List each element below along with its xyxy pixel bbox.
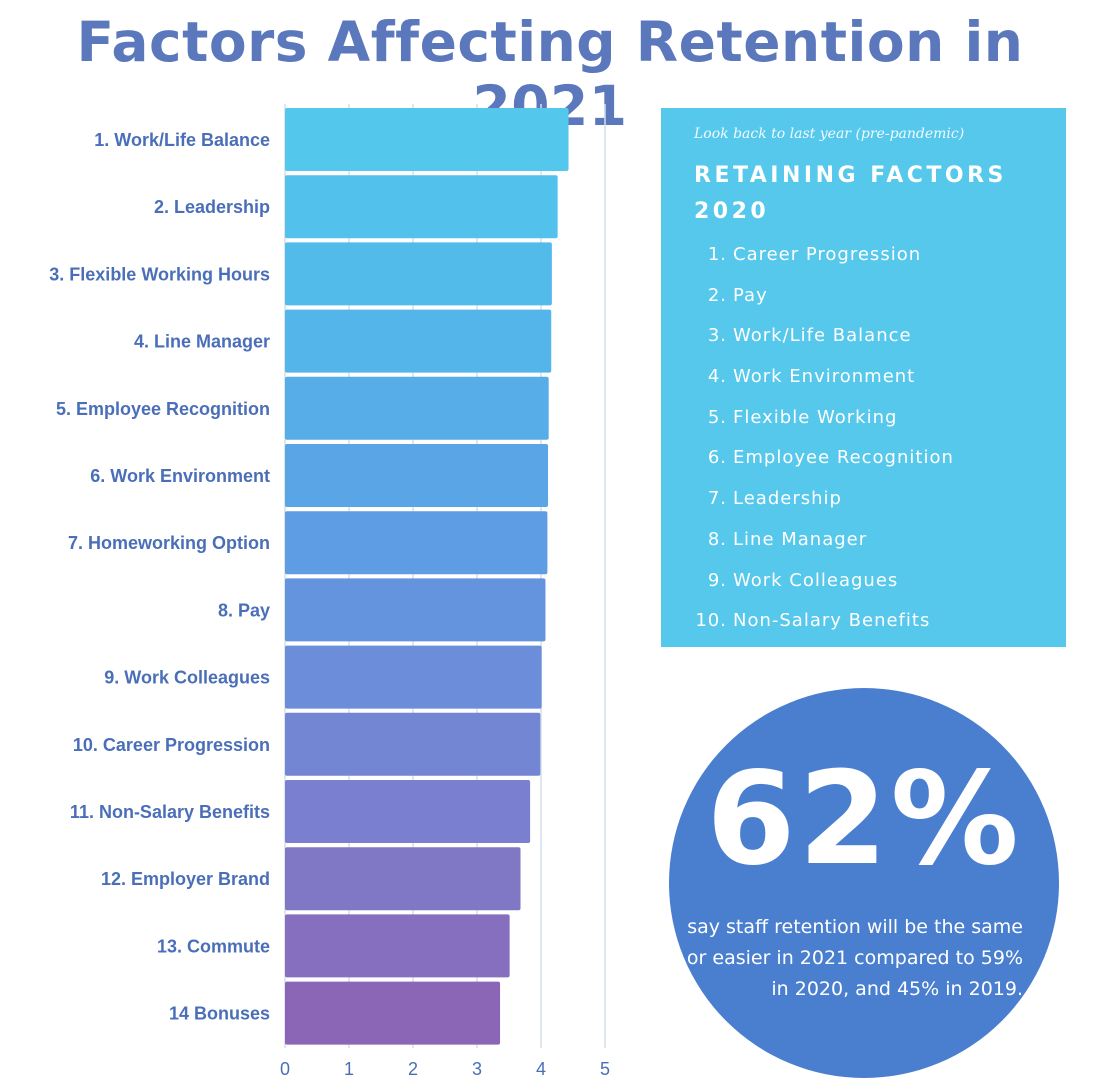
category-label: 12. Employer Brand: [101, 869, 270, 889]
stat-description: say staff retention will be the same or …: [686, 916, 1023, 1000]
retaining-factor-item: 3. Work/Life Balance: [694, 316, 954, 357]
category-label: 10. Career Progression: [73, 735, 270, 755]
x-tick-label: 4: [536, 1059, 546, 1079]
retaining-factor-label: Career Progression: [733, 244, 922, 265]
retaining-factor-number: 10.: [695, 610, 727, 632]
category-label: 9. Work Colleagues: [104, 668, 270, 688]
category-label: 2. Leadership: [154, 197, 270, 217]
retaining-factor-number: 7.: [707, 488, 727, 510]
retaining-factor-label: Employee Recognition: [733, 447, 954, 469]
bar: [285, 376, 549, 440]
retaining-factor-label: Non-Salary Benefits: [733, 610, 931, 632]
retaining-factor-number: 1.: [707, 244, 727, 265]
retaining-factor-label: Pay: [733, 284, 768, 306]
retaining-factor-label: Work/Life Balance: [733, 325, 912, 347]
retaining-factor-item: 9. Work Colleagues: [694, 561, 954, 602]
bar: [285, 175, 558, 239]
retaining-factor-label: Leadership: [733, 488, 842, 510]
retention-bar-chart: 1. Work/Life Balance 2. Leadership 3. Flex…: [49, 104, 610, 1079]
category-label: 3. Flexible Working Hours: [49, 264, 270, 284]
bar: [285, 712, 541, 776]
x-tick-label: 5: [600, 1059, 610, 1079]
category-label: 7. Homeworking Option: [68, 533, 270, 553]
retaining-factor-item: 2. Pay: [694, 276, 954, 317]
retaining-factor-item: 5. Flexible Working: [694, 398, 954, 439]
chart-bars: [285, 108, 569, 1045]
category-label: 5. Employee Recognition: [56, 399, 270, 419]
retaining-factor-number: 9.: [707, 569, 727, 591]
retaining-factor-item: 10. Non-Salary Benefits: [694, 601, 954, 642]
category-label: 13. Commute: [157, 936, 270, 956]
retaining-factor-label: Flexible Working: [733, 406, 898, 428]
category-label: 4. Line Manager: [134, 332, 270, 352]
bar: [285, 511, 548, 575]
retaining-factor-label: Work Colleagues: [733, 569, 899, 591]
bar: [285, 242, 552, 306]
retaining-factor-item: 1. Career Progression: [694, 235, 954, 276]
x-tick-label: 3: [472, 1059, 482, 1079]
category-label: 6. Work Environment: [90, 466, 270, 486]
retaining-factors-list: 1. Career Progression 2. Pay 3. Work/Life Bal…: [694, 235, 954, 642]
category-label: 14 Bonuses: [169, 1004, 270, 1024]
bar: [285, 444, 549, 507]
retaining-factor-item: 6. Employee Recognition: [694, 438, 954, 479]
category-label: 1. Work/Life Balance: [94, 130, 270, 150]
category-labels: 1. Work/Life Balance 2. Leadership 3. Flex…: [49, 130, 270, 1024]
chart-title: Factors Affecting Retention in 2021: [76, 10, 1024, 138]
retaining-factor-number: 6.: [707, 447, 727, 469]
bar: [285, 914, 510, 978]
retaining-factor-item: 8. Line Manager: [694, 520, 954, 561]
category-label: 11. Non-Salary Benefits: [70, 802, 270, 822]
bar: [285, 645, 542, 709]
bar: [285, 578, 546, 642]
retaining-factor-number: 3.: [707, 325, 727, 347]
retaining-factor-number: 2.: [707, 284, 727, 306]
retaining-factor-item: 7. Leadership: [694, 479, 954, 520]
bar: [285, 780, 531, 843]
retaining-factor-label: Work Environment: [733, 366, 916, 388]
bar: [285, 108, 569, 171]
stat-circle: 62% say staff retention will be the same…: [669, 688, 1059, 1078]
retaining-factor-number: 5.: [707, 406, 727, 428]
panel-heading: RETAINING FACTORS 2020: [694, 163, 1007, 224]
category-label: 8. Pay: [218, 600, 270, 620]
bar: [285, 981, 501, 1045]
stat-value: 62%: [706, 745, 1022, 894]
retaining-factor-number: 4.: [707, 366, 727, 388]
retaining-factor-label: Line Manager: [733, 528, 868, 550]
bar: [285, 847, 521, 911]
x-tick-label: 1: [344, 1059, 354, 1079]
x-tick-label: 0: [280, 1059, 290, 1079]
x-tick-label: 2: [408, 1059, 418, 1079]
retaining-factors-2020-panel: Look back to last year (pre-pandemic) RE…: [661, 108, 1066, 647]
retaining-factor-number: 8.: [707, 528, 727, 550]
x-axis-ticks: 0 1 2 3 4 5: [280, 1059, 610, 1079]
panel-subtitle: Look back to last year (pre-pandemic): [694, 126, 965, 142]
bar: [285, 309, 552, 373]
retaining-factor-item: 4. Work Environment: [694, 357, 954, 398]
